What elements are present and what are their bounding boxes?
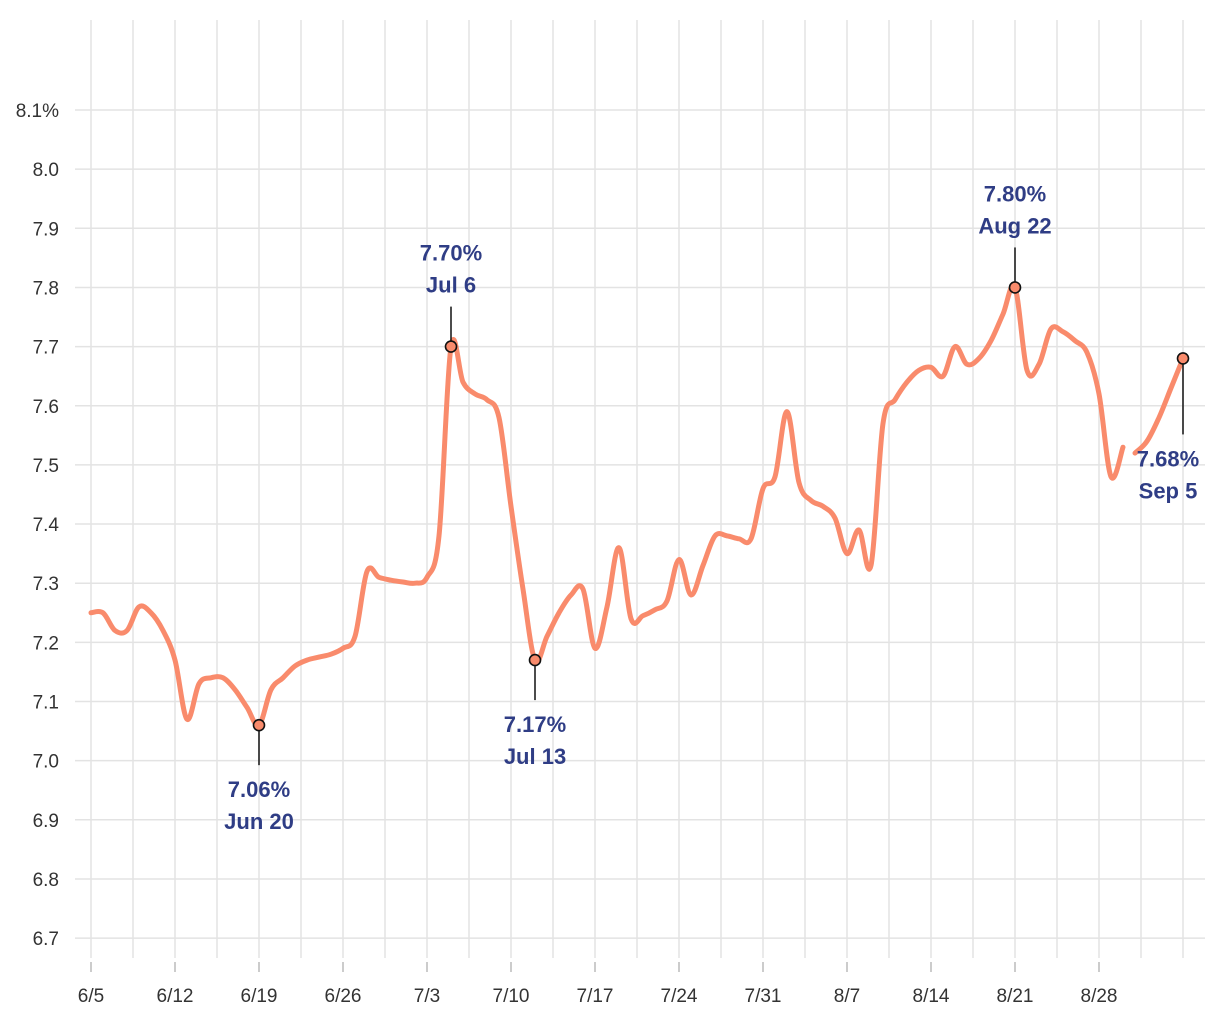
annotation-date: Aug 22: [978, 213, 1051, 238]
x-tick-label: 8/7: [834, 986, 860, 1007]
rate-line: [1132, 355, 1186, 456]
y-tick-label: 8.1%: [16, 101, 59, 122]
x-axis-ticks: 6/5 6/12 6/19 6/26 7/3 7/10 7/17 7/24 7/31 8/7 8/1…: [78, 962, 1118, 1007]
y-tick-label: 8.0: [33, 160, 59, 181]
x-tick-label: 7/24: [661, 986, 698, 1007]
annotation: 7.80% Aug 22: [978, 181, 1052, 294]
x-tick-label: 6/19: [241, 986, 278, 1007]
y-tick-label: 7.0: [33, 752, 59, 773]
annotation-marker: [1176, 352, 1190, 365]
x-tick-label: 6/26: [325, 986, 362, 1007]
annotations-layer: 7.06% Jun 20 7.70% Jul 6 7.17% Jul 13 7.80% Aug…: [224, 181, 1199, 834]
y-tick-label: 7.6: [33, 397, 59, 418]
y-tick-label: 7.9: [33, 219, 59, 240]
x-tick-label: 6/5: [78, 986, 104, 1007]
annotation-marker: [444, 340, 458, 353]
y-tick-label: 7.2: [33, 633, 59, 654]
annotation-date: Sep 5: [1139, 478, 1198, 503]
x-tick-label: 8/28: [1081, 986, 1118, 1007]
y-tick-label: 7.3: [33, 574, 59, 595]
y-tick-label: 6.8: [33, 870, 59, 891]
y-tick-label: 7.8: [33, 278, 59, 299]
rate-line: [88, 282, 1126, 729]
annotation: 7.06% Jun 20: [224, 718, 294, 834]
annotation: 7.70% Jul 6: [420, 241, 482, 353]
y-tick-label: 7.5: [33, 456, 59, 477]
y-tick-label: 7.1: [33, 693, 59, 714]
x-tick-label: 8/21: [997, 986, 1034, 1007]
y-tick-label: 7.4: [33, 515, 60, 536]
annotation-marker: [252, 718, 266, 732]
y-tick-label: 6.7: [33, 929, 59, 950]
annotation-value: 7.70%: [420, 241, 482, 266]
annotation-value: 7.80%: [984, 181, 1046, 206]
y-axis-ticks: 6.7 6.8 6.9 7.0 7.1 7.2 7.3 7.4 7.5 7.6 7.7 7.8 7.9 8…: [16, 101, 60, 950]
annotation-marker: [1008, 281, 1022, 294]
x-tick-label: 7/10: [493, 986, 530, 1007]
y-tick-label: 7.7: [33, 338, 59, 359]
annotation: 7.17% Jul 13: [504, 653, 566, 769]
annotation: 7.68% Sep 5: [1137, 352, 1199, 503]
x-tick-label: 7/17: [577, 986, 614, 1007]
annotation-date: Jul 6: [426, 273, 476, 298]
x-tick-label: 6/12: [157, 986, 194, 1007]
x-tick-label: 7/3: [414, 986, 440, 1007]
x-tick-label: 7/31: [745, 986, 782, 1007]
annotation-marker: [528, 653, 542, 667]
rate-line-layer: [88, 282, 1186, 729]
grid-layer: [75, 20, 1205, 958]
annotation-date: Jun 20: [224, 809, 294, 834]
annotation-date: Jul 13: [504, 744, 566, 769]
annotation-value: 7.17%: [504, 712, 566, 737]
x-tick-label: 8/14: [913, 986, 950, 1007]
y-tick-label: 6.9: [33, 811, 59, 832]
annotation-value: 7.06%: [228, 777, 290, 802]
annotation-value: 7.68%: [1137, 446, 1199, 471]
